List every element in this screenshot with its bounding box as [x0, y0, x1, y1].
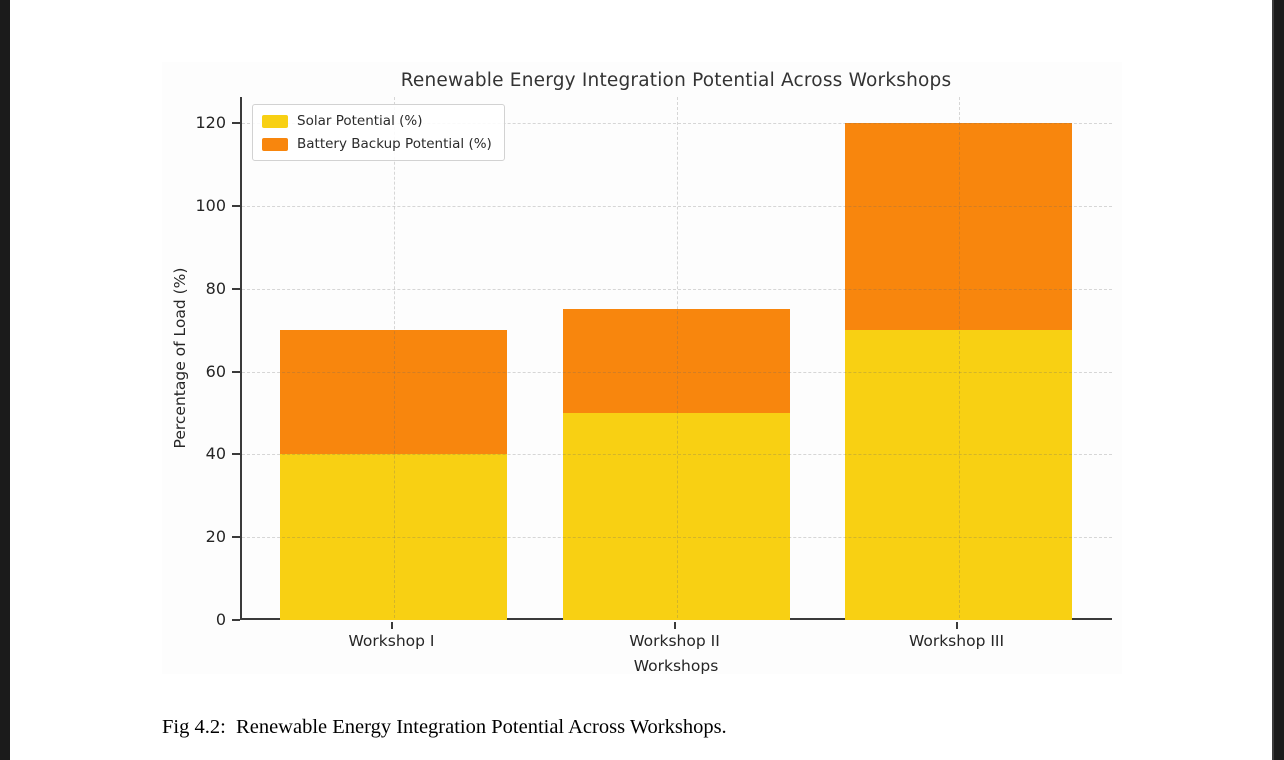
y-tick-label: 80	[205, 278, 226, 298]
y-tick-mark	[232, 619, 240, 621]
legend-item-solar: Solar Potential (%)	[262, 113, 492, 129]
chart-title: Renewable Energy Integration Potential A…	[400, 70, 952, 91]
y-tick-mark	[232, 287, 240, 290]
figure-caption: Fig 4.2: Renewable Energy Integration Po…	[162, 716, 727, 738]
bar-segment-battery-3	[845, 123, 1072, 331]
legend-item-battery: Battery Backup Potential (%)	[262, 136, 492, 152]
y-tick-mark	[232, 370, 240, 373]
bar-chart-figure: Renewable Energy Integration Potential A…	[162, 62, 1122, 675]
legend: Solar Potential (%) Battery Backup Poten…	[252, 104, 505, 161]
bar-segment-solar-2	[563, 412, 790, 620]
solar-swatch-icon	[262, 114, 288, 128]
y-tick-label: 120	[195, 113, 226, 133]
x-axis-label: Workshops	[633, 657, 719, 675]
x-tick-label: Workshop II	[629, 632, 720, 650]
y-tick-label: 0	[215, 610, 226, 630]
legend-label-battery: Battery Backup Potential (%)	[297, 136, 492, 152]
bars-layer	[242, 97, 1112, 620]
y-tick-mark	[232, 204, 240, 207]
y-tick-mark	[232, 536, 240, 539]
x-tick-mark	[955, 622, 958, 629]
x-tick-mark	[390, 622, 393, 629]
battery-swatch-icon	[262, 137, 288, 151]
viewer-left-edge	[0, 0, 10, 760]
viewer-right-edge	[1272, 0, 1284, 760]
x-tick-label: Workshop I	[348, 632, 435, 650]
legend-label-solar: Solar Potential (%)	[297, 113, 423, 129]
y-tick-label: 40	[205, 444, 226, 464]
bar-segment-battery-1	[280, 330, 507, 455]
y-tick-label: 100	[195, 195, 226, 215]
y-tick-mark	[232, 453, 240, 456]
bar-segment-battery-2	[563, 309, 790, 413]
x-tick-label: Workshop III	[908, 632, 1005, 650]
plot-area: Solar Potential (%) Battery Backup Poten…	[240, 97, 1112, 620]
bar-segment-solar-1	[280, 454, 507, 620]
y-tick-label: 20	[205, 527, 226, 547]
y-tick-label: 60	[205, 361, 226, 381]
x-tick-mark	[673, 622, 676, 629]
y-tick-mark	[232, 122, 240, 124]
bar-segment-solar-3	[845, 330, 1072, 620]
